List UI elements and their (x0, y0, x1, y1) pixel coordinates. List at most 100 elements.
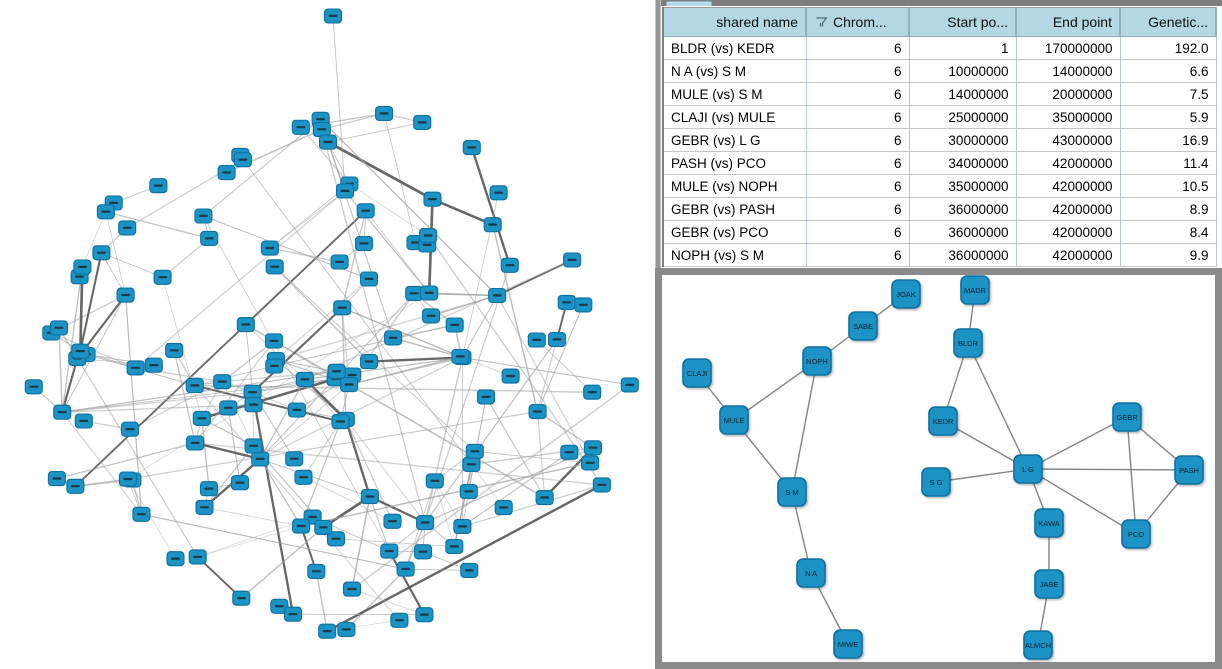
cell-end-point[interactable]: 42000000 (1016, 151, 1121, 175)
table-row[interactable]: BLDR (vs) KEDR 6 1 170000000 192.0 (663, 36, 1217, 60)
cell-chromosome[interactable]: 6 (806, 105, 910, 129)
cell-shared-name[interactable]: BLDR (vs) KEDR (663, 36, 807, 60)
subnetwork-edge[interactable] (967, 342, 1029, 470)
network-node-kedr[interactable]: KEDR (928, 406, 958, 436)
column-header-shared-name[interactable]: shared name (663, 7, 807, 37)
cell-end-point[interactable]: 42000000 (1016, 220, 1121, 244)
network-node[interactable] (292, 518, 311, 534)
network-node[interactable] (483, 217, 502, 233)
network-node[interactable] (74, 413, 93, 429)
cell-shared-name[interactable]: PASH (vs) PCO (663, 151, 807, 175)
network-node[interactable] (396, 561, 415, 577)
subnetwork-edge[interactable] (1027, 468, 1137, 535)
network-node[interactable] (260, 240, 279, 256)
network-node[interactable] (419, 228, 438, 244)
network-node[interactable] (445, 317, 464, 333)
cell-end-point[interactable]: 42000000 (1016, 174, 1121, 198)
cell-start-point[interactable]: 1 (909, 36, 1017, 60)
cell-genetic[interactable]: 8.4 (1120, 220, 1217, 244)
network-node[interactable] (287, 402, 306, 418)
subnetwork-edge[interactable] (1027, 416, 1128, 470)
network-node[interactable] (527, 332, 546, 348)
cell-chromosome[interactable]: 6 (806, 243, 910, 267)
cell-genetic[interactable]: 8.9 (1120, 197, 1217, 221)
network-node-pco[interactable]: PCO (1121, 519, 1151, 549)
cell-start-point[interactable]: 25000000 (909, 105, 1017, 129)
network-node[interactable] (535, 490, 554, 506)
network-node[interactable] (476, 389, 496, 405)
cell-chromosome[interactable]: 6 (806, 197, 910, 221)
network-node-gebr[interactable]: GEBR (1112, 402, 1142, 432)
network-node[interactable] (166, 551, 185, 567)
network-node[interactable] (574, 297, 593, 313)
network-node[interactable] (285, 451, 304, 467)
subnetwork-edge[interactable] (1027, 468, 1190, 471)
network-node[interactable] (583, 440, 603, 456)
network-node[interactable] (265, 259, 284, 275)
subnetwork-edge[interactable] (1126, 416, 1137, 535)
table-row[interactable]: NOPH (vs) S M 6 36000000 42000000 9.9 (663, 243, 1217, 267)
cell-genetic[interactable]: 11.4 (1120, 151, 1217, 175)
cell-shared-name[interactable]: CLAJI (vs) MULE (663, 105, 807, 129)
network-node[interactable] (47, 471, 66, 487)
network-node[interactable] (219, 400, 238, 416)
cell-start-point[interactable]: 35000000 (909, 174, 1017, 198)
network-node[interactable] (340, 377, 359, 393)
network-node[interactable] (66, 478, 85, 494)
cell-chromosome[interactable]: 6 (806, 59, 910, 83)
network-node-s-g[interactable]: S G (921, 467, 951, 497)
network-node[interactable] (375, 105, 394, 122)
cell-shared-name[interactable]: GEBR (vs) PCO (663, 220, 807, 244)
network-node[interactable] (132, 506, 151, 522)
cell-start-point[interactable]: 34000000 (909, 151, 1017, 175)
network-node[interactable] (230, 475, 250, 491)
cell-end-point[interactable]: 170000000 (1016, 36, 1121, 60)
subnetwork-edge[interactable] (935, 468, 1029, 483)
table-row[interactable]: CLAJI (vs) MULE 6 25000000 35000000 5.9 (663, 105, 1217, 129)
network-node-kawa[interactable]: KAWA (1034, 508, 1064, 538)
table-row[interactable]: GEBR (vs) PCO 6 36000000 42000000 8.4 (663, 220, 1217, 244)
cell-genetic[interactable]: 7.5 (1120, 82, 1217, 106)
cell-shared-name[interactable]: NOPH (vs) S M (663, 243, 807, 267)
network-node[interactable] (413, 544, 433, 560)
network-node[interactable] (459, 483, 478, 500)
cell-chromosome[interactable]: 6 (806, 174, 910, 198)
network-node[interactable] (120, 421, 140, 437)
cell-start-point[interactable]: 14000000 (909, 82, 1017, 106)
network-node[interactable] (423, 191, 442, 207)
network-node[interactable] (236, 317, 255, 333)
table-row[interactable]: GEBR (vs) PASH 6 36000000 42000000 8.9 (663, 197, 1217, 221)
network-node[interactable] (465, 443, 484, 459)
cell-genetic[interactable]: 10.5 (1120, 174, 1217, 198)
network-node[interactable] (185, 377, 204, 394)
cell-end-point[interactable]: 14000000 (1016, 59, 1121, 83)
network-node[interactable] (314, 519, 333, 535)
network-node[interactable] (149, 178, 168, 194)
cell-chromosome[interactable]: 6 (806, 151, 910, 175)
network-node[interactable] (188, 549, 207, 565)
network-node-madr[interactable]: MADR (960, 275, 990, 305)
network-node[interactable] (360, 489, 379, 505)
network-node[interactable] (488, 287, 507, 304)
network-node[interactable] (489, 185, 508, 201)
network-node-n-a[interactable]: N A (796, 558, 826, 588)
network-node[interactable] (494, 500, 513, 516)
network-node[interactable] (194, 208, 213, 224)
network-node[interactable] (199, 481, 219, 497)
cell-chromosome[interactable]: 6 (806, 220, 910, 244)
cell-start-point[interactable]: 36000000 (909, 243, 1017, 267)
table-row[interactable]: MULE (vs) NOPH 6 35000000 42000000 10.5 (663, 174, 1217, 198)
column-header-genetic[interactable]: Genetic... (1120, 7, 1217, 37)
network-node[interactable] (462, 456, 481, 472)
network-node-jabe[interactable]: JABE (1034, 569, 1064, 599)
network-node[interactable] (354, 235, 374, 252)
cell-end-point[interactable]: 42000000 (1016, 243, 1121, 267)
network-node-s-m[interactable]: S M (777, 477, 807, 507)
network-node[interactable] (243, 384, 262, 400)
network-node[interactable] (421, 308, 441, 324)
cell-genetic[interactable]: 6.6 (1120, 59, 1217, 83)
network-node[interactable] (73, 259, 92, 275)
network-node[interactable] (126, 360, 145, 376)
cell-end-point[interactable]: 43000000 (1016, 128, 1121, 152)
table-row[interactable]: N A (vs) S M 6 10000000 14000000 6.6 (663, 59, 1217, 83)
